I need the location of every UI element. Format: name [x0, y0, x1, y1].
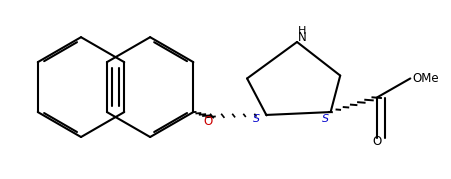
Text: S: S: [322, 114, 329, 124]
Text: S: S: [253, 114, 260, 124]
Text: N: N: [298, 31, 307, 44]
Text: OMe: OMe: [413, 72, 439, 85]
Text: O: O: [204, 115, 213, 128]
Text: H: H: [298, 26, 306, 36]
Text: O: O: [372, 135, 382, 148]
